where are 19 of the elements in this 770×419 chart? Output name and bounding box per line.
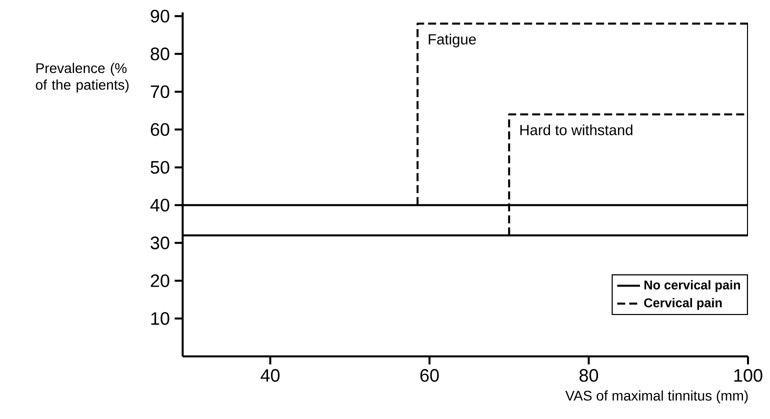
legend-label: Cervical pain [644, 298, 722, 310]
legend-label: No cervical pain [644, 280, 740, 292]
y-tick-label: 70 [150, 85, 170, 98]
y-tick-label: 50 [150, 160, 170, 174]
x-axis-title: VAS of maximal tinnitus (mm) [565, 390, 748, 404]
y-tick-label: 60 [150, 123, 170, 136]
y-tick-label: 80 [150, 48, 170, 60]
y-axis-title: Prevalence (% of the patients) [36, 62, 129, 93]
annotation: Hard to withstand [520, 124, 632, 136]
x-tick-label: 60 [420, 369, 439, 382]
x-tick-label: 40 [260, 369, 280, 382]
x-tick-label: 80 [580, 369, 598, 382]
x-tick-label: 100 [734, 369, 762, 382]
annotation: Fatigue [428, 34, 476, 48]
y-tick-label: 90 [150, 10, 170, 22]
y-tick-label: 10 [151, 312, 170, 325]
y-tick-label: 30 [150, 236, 170, 250]
y-tick-label: 20 [150, 274, 170, 288]
y-tick-label: 40 [150, 198, 170, 212]
